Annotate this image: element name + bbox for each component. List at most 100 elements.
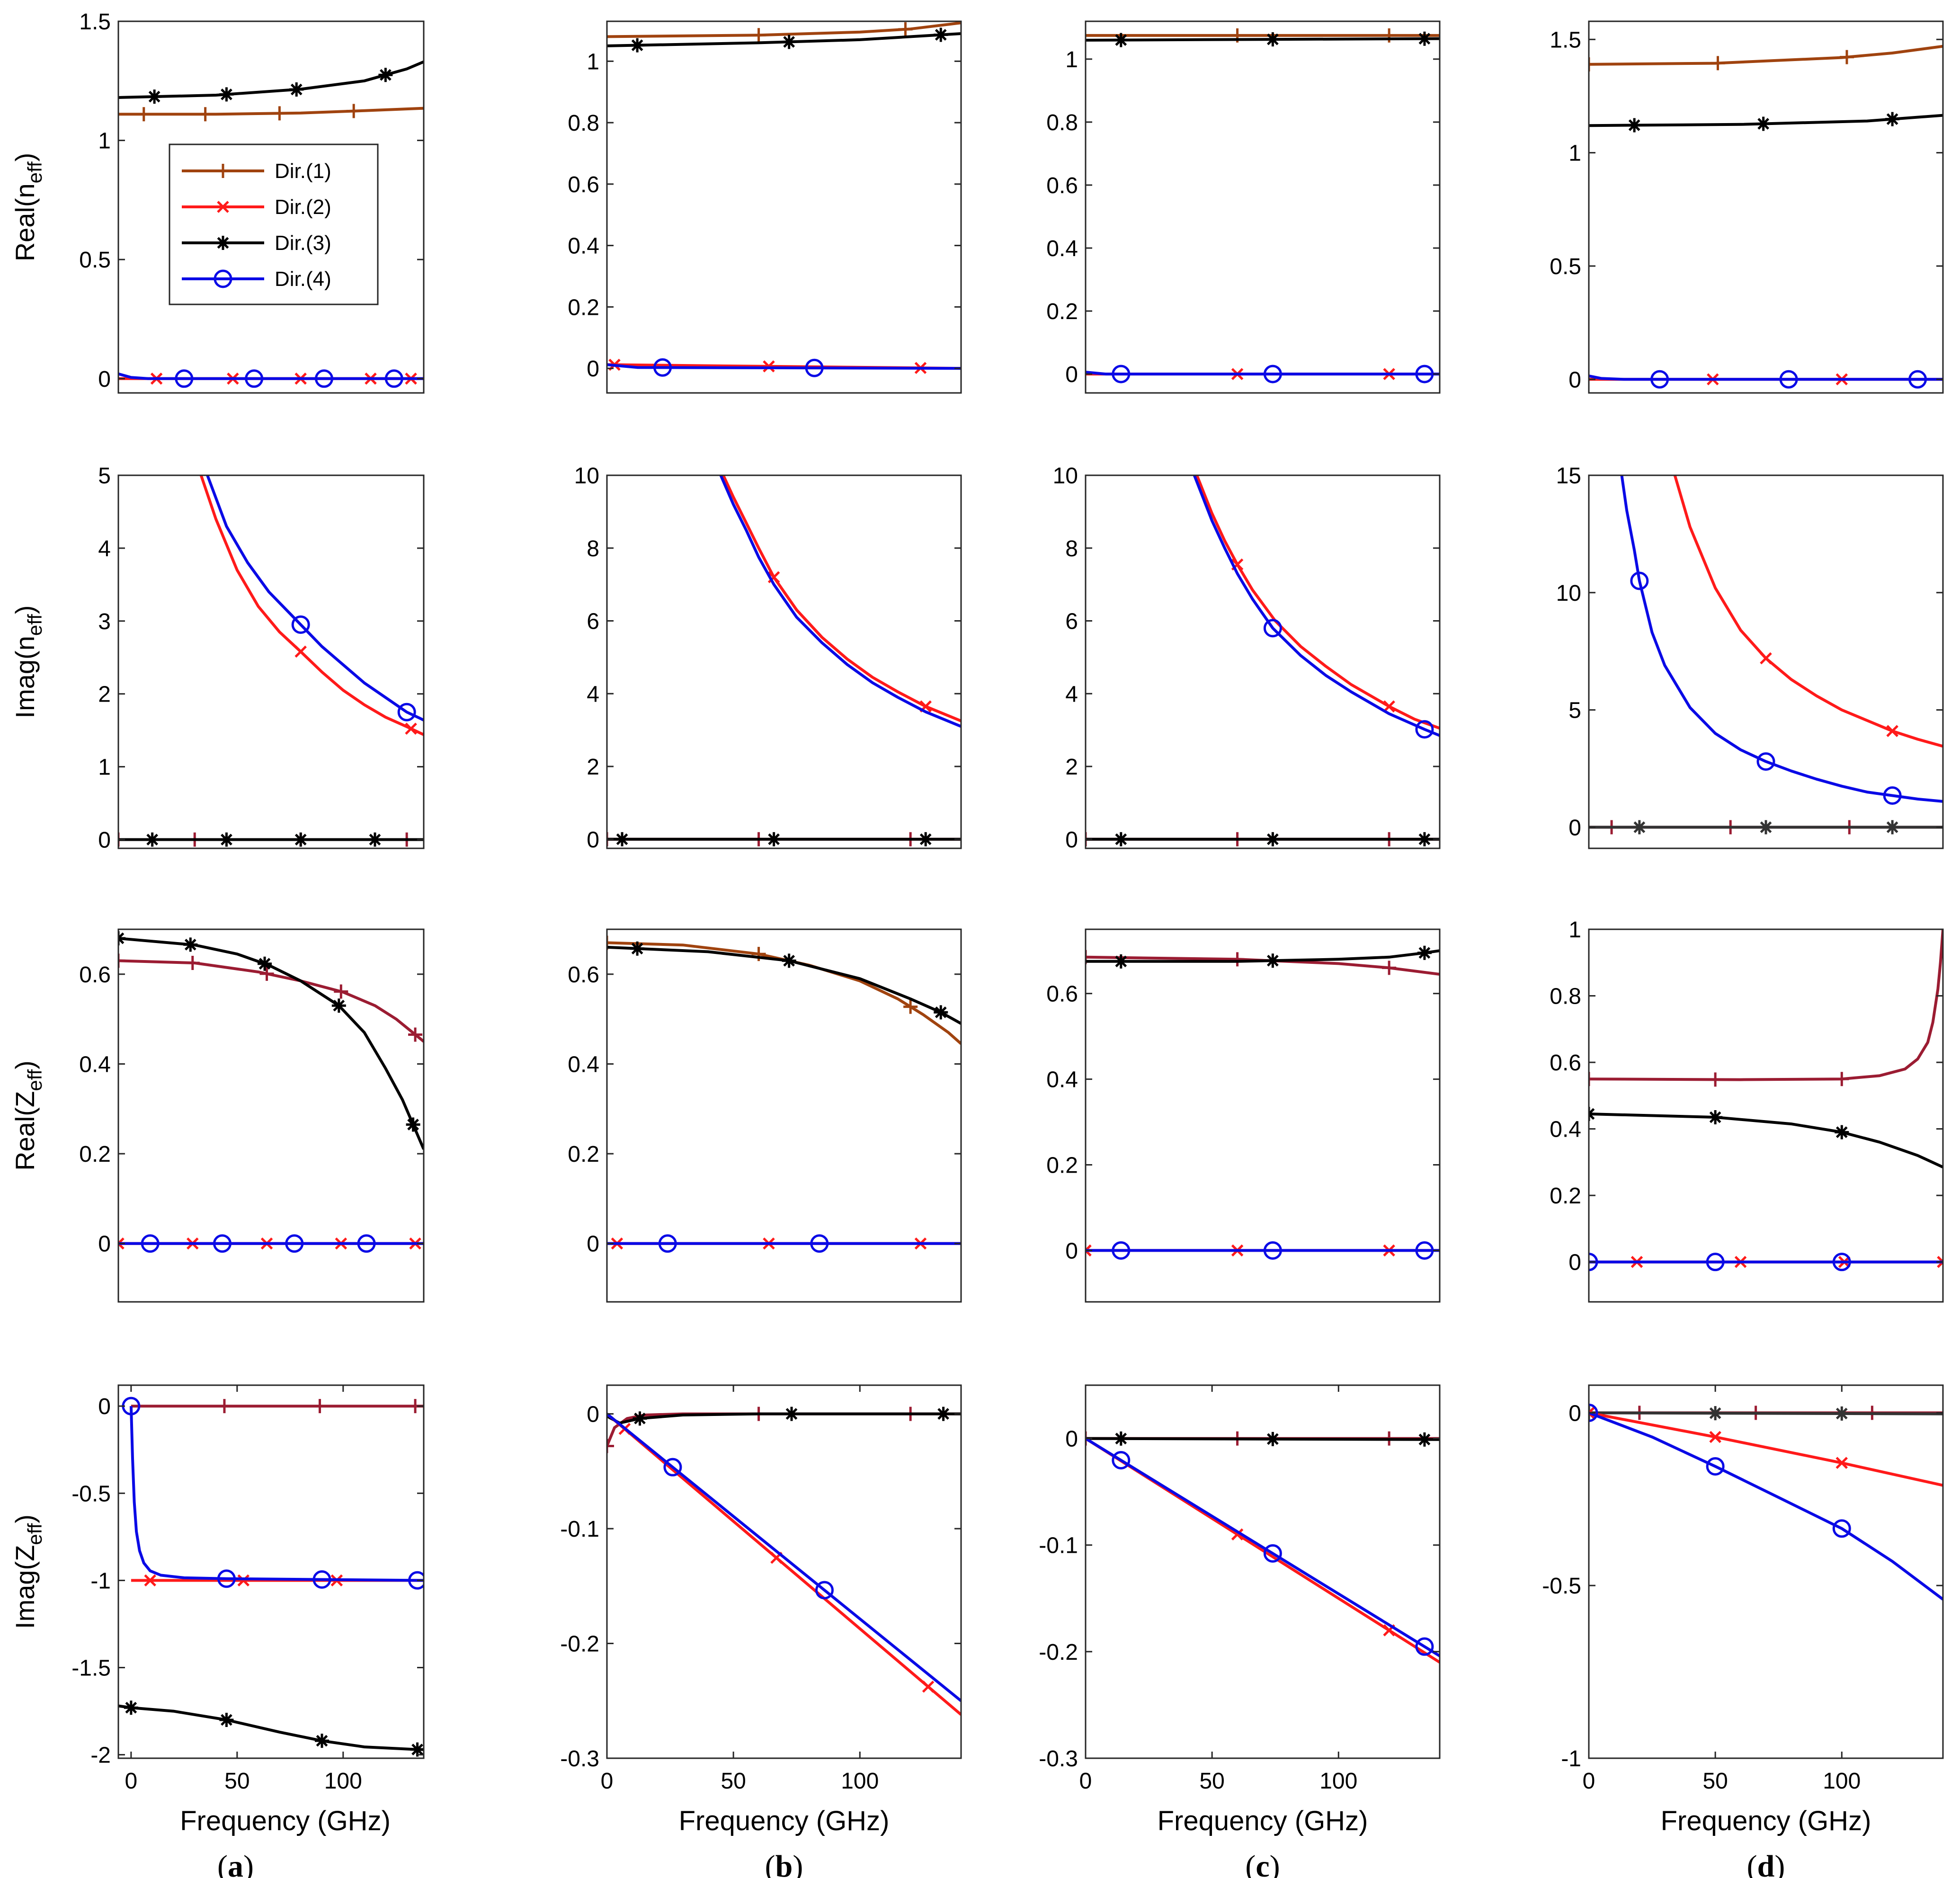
marker-star <box>1708 1406 1723 1421</box>
series-Dir.(3) <box>1589 820 1943 835</box>
series-Dir.(4) <box>118 369 424 388</box>
series-line <box>118 60 424 99</box>
y-tick-label: -0.1 <box>560 1517 599 1542</box>
marker-star <box>1417 832 1432 846</box>
marker-star <box>615 832 630 846</box>
marker-star <box>367 832 382 847</box>
series-line <box>199 475 424 736</box>
marker-star <box>1114 1431 1128 1446</box>
marker-star <box>406 1117 420 1132</box>
panel-label: (b) <box>765 1849 803 1878</box>
plot-area <box>1086 28 1440 383</box>
y-tick-label: -2 <box>90 1743 111 1768</box>
x-axis-label: Frequency (GHz) <box>679 1806 890 1836</box>
axes-frame <box>1085 474 1441 849</box>
marker-star <box>936 1406 951 1421</box>
plot-area <box>607 1406 961 1716</box>
series-line <box>1195 475 1440 730</box>
series-Dir.(3) <box>607 27 961 53</box>
marker-circle <box>384 369 403 388</box>
marker-star <box>219 1712 234 1727</box>
axes-frame <box>606 928 962 1303</box>
marker-star <box>1885 112 1900 126</box>
marker-star <box>1417 1432 1432 1447</box>
marker-plus <box>185 955 200 970</box>
marker-circle <box>357 1234 376 1253</box>
series-Dir.(1) <box>118 953 424 1043</box>
series-Dir.(3) <box>118 931 424 1150</box>
x-tick-label: 100 <box>324 1769 362 1794</box>
series-line <box>118 107 424 116</box>
marker-circle <box>1832 1519 1851 1538</box>
series-Dir.(4) <box>719 475 961 728</box>
marker-circle <box>1779 370 1798 389</box>
series-Dir.(3) <box>1086 945 1440 969</box>
marker-circle <box>1832 1253 1851 1272</box>
series-line <box>1673 475 1943 748</box>
panel-r2-c3: 0 0.2 0.4 0.6 0.8 1 <box>1550 917 1944 1303</box>
plot-area <box>118 931 424 1253</box>
series-line <box>722 475 961 722</box>
y-tick-label: 0 <box>1568 1250 1581 1275</box>
series-Dir.(2) <box>199 475 424 736</box>
marker-star <box>1417 945 1432 960</box>
marker-star <box>1708 1110 1723 1125</box>
series-line <box>607 32 961 47</box>
series-Dir.(3) <box>1589 112 1943 133</box>
axes-frame <box>117 474 425 849</box>
marker-star <box>1114 954 1128 969</box>
series-line <box>1193 475 1440 737</box>
series-line <box>607 1413 961 1716</box>
marker-star <box>1265 832 1280 846</box>
y-tick-label: 4 <box>98 536 111 561</box>
legend-marker-plus <box>216 164 230 178</box>
y-tick-label: 5 <box>1568 698 1581 723</box>
marker-plus <box>334 984 348 999</box>
marker-circle <box>408 1571 424 1590</box>
series-line <box>1086 949 1440 963</box>
series-Dir.(4) <box>1589 370 1943 389</box>
x-axis-label: Frequency (GHz) <box>1661 1806 1871 1836</box>
legend-box <box>169 143 379 305</box>
y-tick-label: -0.3 <box>560 1746 599 1771</box>
y-tick-label: 0 <box>1568 367 1581 392</box>
series-line <box>1589 1411 1943 1415</box>
series-Dir.(4) <box>607 1413 961 1702</box>
series-line <box>607 1412 961 1447</box>
marker-x <box>1760 652 1772 665</box>
series-Dir.(2) <box>1195 475 1440 730</box>
y-tick-label: 0 <box>587 828 599 853</box>
marker-circle <box>1415 1241 1434 1260</box>
marker-circle <box>312 1570 331 1589</box>
series-Dir.(4) <box>607 1234 961 1253</box>
marker-circle <box>1706 1457 1725 1476</box>
axes-frame <box>1588 1384 1944 1759</box>
series-Dir.(2) <box>1673 475 1943 748</box>
series-Dir.(4) <box>118 1234 424 1253</box>
y-tick-label: 6 <box>587 609 599 634</box>
marker-x <box>294 645 307 658</box>
marker-circle <box>1263 619 1282 638</box>
y-tick-label: 0.6 <box>1046 173 1078 198</box>
y-tick-label: 0.6 <box>568 962 599 988</box>
marker-circle <box>815 1581 834 1600</box>
marker-x <box>405 722 417 735</box>
y-tick-label: 3 <box>98 609 111 634</box>
y-tick-label: 0.4 <box>1550 1117 1581 1142</box>
y-tick-label: 0.6 <box>1046 982 1078 1007</box>
panel-r2-c0: 0 0.2 0.4 0.6 Real(Zeff) <box>10 928 425 1303</box>
y-tick-label: 0.4 <box>1046 1068 1078 1093</box>
y-tick-label: 0 <box>1065 828 1078 853</box>
axes-frame <box>117 1384 425 1759</box>
axes-frame <box>1588 474 1944 849</box>
panel-r3-c1: -0.3 -0.2 -0.1 0 0 50 100 Frequency (GHz) (b) <box>560 1384 962 1878</box>
plot-area <box>607 935 961 1253</box>
marker-star <box>315 1734 329 1748</box>
x-tick-label: 50 <box>1199 1769 1224 1794</box>
marker-circle <box>291 615 310 634</box>
marker-plus <box>259 966 274 981</box>
marker-plus <box>607 1439 614 1453</box>
y-axis-label: Imag(neff) <box>10 605 46 719</box>
series-Dir.(3) <box>1589 1106 1943 1169</box>
